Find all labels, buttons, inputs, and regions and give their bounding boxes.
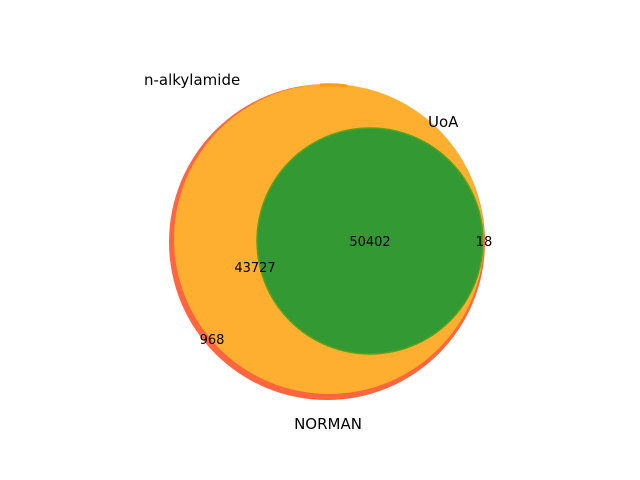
set-label-norman: NORMAN (294, 415, 362, 433)
set-label-n-alkylamide: n-alkylamide (144, 71, 240, 89)
set-label-uoa: UoA (428, 113, 459, 131)
region-count-norman-uoa: 18 (476, 235, 493, 250)
set-circle-uoa (256, 127, 484, 355)
region-count-n-alkylamide-only: 968 (200, 333, 225, 348)
region-count-n-alkylamide-norman: 43727 (234, 261, 275, 276)
set-edge-norman (319, 83, 348, 88)
region-count-all-three: 50402 (349, 235, 390, 250)
